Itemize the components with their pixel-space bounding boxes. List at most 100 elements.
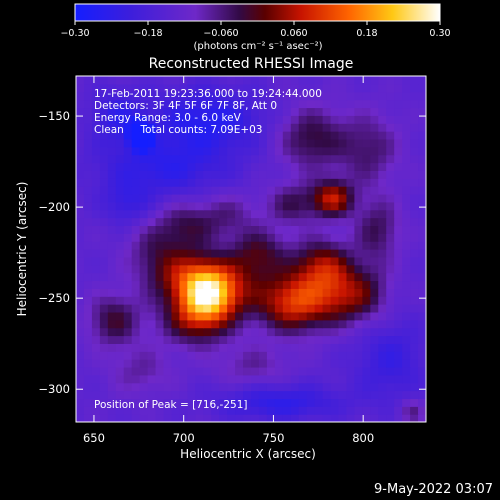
heatmap-cell [243,414,252,422]
heatmap-cell [155,398,165,407]
heatmap-cell [187,217,196,227]
heatmap-cell [123,304,133,313]
heatmap-cell [306,414,316,422]
heatmap-cell [370,296,379,305]
heatmap-cell [187,233,196,242]
heatmap-cell [163,256,173,266]
heatmap-cell [235,178,244,187]
heatmap-cell [402,107,411,116]
heatmap-cell [402,249,411,258]
heatmap-cell [243,123,252,132]
heatmap-cell [394,264,403,274]
heatmap-cell [235,225,244,234]
heatmap-cell [83,131,93,140]
heatmap-cell [211,170,220,179]
heatmap-cell [282,264,292,274]
heatmap-cell [123,241,133,250]
heatmap-cell [402,131,411,140]
heatmap-cell [83,225,93,234]
heatmap-cell [83,256,93,266]
heatmap-cell [402,335,411,344]
heatmap-cell [298,123,308,132]
heatmap-cell [139,264,149,274]
heatmap-cell [370,319,379,329]
heatmap-cell [410,241,419,250]
heatmap-cell [402,178,411,187]
heatmap-cell [418,83,426,93]
heatmap-cell [274,327,284,337]
heatmap-cell [258,209,268,219]
heatmap-cell [346,154,356,164]
heatmap-cell [418,146,426,156]
heatmap-cell [378,233,387,242]
heatmap-cell [227,91,236,101]
heatmap-cell [139,374,149,384]
heatmap-cell [139,351,149,360]
heatmap-cell [346,304,356,313]
heatmap-cell [139,327,149,337]
heatmap-cell [251,154,260,164]
heatmap-cell [243,335,252,344]
heatmap-cell [179,91,188,101]
heatmap-cell [211,201,220,211]
heatmap-cell [338,327,348,337]
heatmap-cell [314,201,324,211]
heatmap-cell [330,256,340,266]
heatmap-cell [354,162,363,171]
heatmap-cell [386,249,395,258]
heatmap-cell [99,359,109,368]
heatmap-cell [115,233,125,242]
heatmap-cell [91,288,101,297]
heatmap-cell [251,304,260,313]
heatmap-cell [386,201,395,211]
heatmap-cell [76,76,85,85]
heatmap-cell [251,123,260,132]
heatmap-cell [219,225,228,234]
heatmap-cell [147,335,157,344]
heatmap-cell [330,406,340,415]
heatmap-cell [402,193,411,203]
heatmap-cell [91,241,101,250]
heatmap-cell [322,162,332,171]
heatmap-cell [123,76,133,85]
heatmap-cell [370,201,379,211]
heatmap-cell [410,311,419,321]
heatmap-cell [282,382,292,392]
heatmap-cell [131,107,141,116]
heatmap-cell [187,304,196,313]
heatmap-cell [378,146,387,156]
heatmap-cell [211,272,220,282]
heatmap-cell [139,186,149,195]
heatmap-cell [139,343,149,352]
heatmap-cell [258,304,268,313]
heatmap-cell [418,115,426,124]
heatmap-cell [362,414,371,422]
heatmap-cell [179,351,188,360]
heatmap-cell [155,335,165,344]
heatmap-cell [306,280,316,289]
heatmap-cell [235,319,244,329]
heatmap-cell [139,201,149,211]
heatmap-cell [330,398,340,407]
heatmap-cell [290,107,300,116]
heatmap-cell [362,217,371,227]
heatmap-cell [203,115,212,124]
heatmap-cell [211,335,220,344]
heatmap-cell [243,138,252,148]
heatmap-cell [258,280,268,289]
heatmap-cell [147,382,157,392]
heatmap-cell [171,123,181,132]
heatmap-cell [203,374,212,384]
heatmap-cell [211,162,220,171]
heatmap-cell [290,83,300,93]
heatmap-cell [123,99,133,109]
heatmap-cell [410,390,419,400]
heatmap-cell [274,107,284,116]
heatmap-cell [243,272,252,282]
heatmap-cell [171,351,181,360]
heatmap-cell [386,162,395,171]
heatmap-cell [378,264,387,274]
heatmap-cell [99,209,109,219]
heatmap-cell [410,233,419,242]
heatmap-cell [298,225,308,234]
